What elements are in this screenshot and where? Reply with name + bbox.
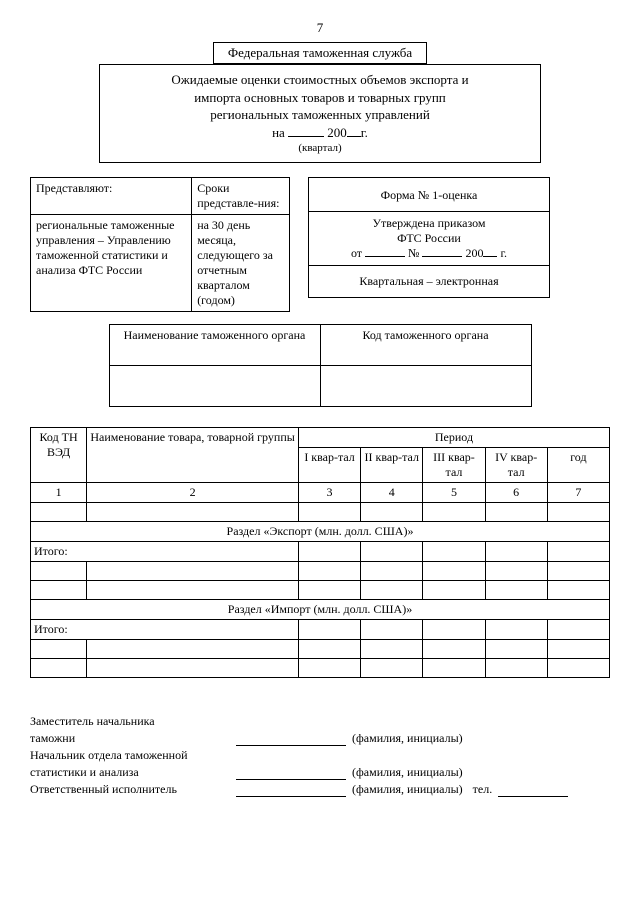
col-q3: III квар-тал [423, 448, 485, 483]
sig-label: Начальник отдела таможенной [30, 748, 230, 763]
sig-row-1a: Заместитель начальника [30, 714, 610, 729]
form-box: Форма № 1-оценка Утверждена приказом ФТС… [308, 177, 550, 298]
submission-r1: региональные таможенные управления – Упр… [31, 215, 192, 312]
title-prefix: на [272, 125, 285, 140]
sig-row-3: Ответственный исполнитель (фамилия, иниц… [30, 782, 610, 797]
submission-h1: Представляют: [31, 178, 192, 215]
sig-paren: (фамилия, инициалы) [352, 782, 463, 797]
title-sub: (квартал) [110, 141, 530, 156]
quarter-blank [288, 136, 324, 137]
form-year-blank [483, 256, 497, 257]
submission-h2: Сроки представле-ния: [192, 178, 290, 215]
org-code-value [320, 366, 531, 407]
col-year: год [547, 448, 609, 483]
form-from: от [351, 246, 362, 260]
title-year-suffix: г. [361, 125, 368, 140]
signatures-block: Заместитель начальника таможни (фамилия,… [30, 714, 610, 797]
col-period: Период [298, 428, 609, 448]
sig-line [236, 782, 346, 797]
table-row: Итого: [31, 542, 610, 562]
table-row: Итого: [31, 620, 610, 640]
colnum-3: 3 [298, 483, 360, 503]
form-approved-2: ФТС России [315, 231, 543, 246]
sig-tel-line [498, 782, 568, 797]
org-code-label: Код таможенного органа [320, 325, 531, 366]
table-row [31, 659, 610, 678]
org-table: Наименование таможенного органа Код тамо… [109, 324, 532, 407]
sig-row-2b: статистики и анализа (фамилия, инициалы) [30, 765, 610, 780]
sig-line [236, 765, 346, 780]
table-row [31, 503, 610, 522]
title-box: Ожидаемые оценки стоимостных объемов экс… [99, 64, 541, 163]
form-year-suffix: г. [500, 246, 507, 260]
colnum-1: 1 [31, 483, 87, 503]
org-name-label: Наименование таможенного органа [109, 325, 320, 366]
col-q1: I квар-тал [298, 448, 360, 483]
form-approved: Утверждена приказом ФТС России от № 200 … [309, 211, 549, 265]
section-import: Раздел «Импорт (млн. долл. США)» [31, 600, 610, 620]
form-num-blank [422, 256, 462, 257]
page-number: 7 [30, 20, 610, 36]
sig-row-2a: Начальник отдела таможенной [30, 748, 610, 763]
org-name-value [109, 366, 320, 407]
sig-line [236, 731, 346, 746]
table-row [31, 640, 610, 659]
form-year-prefix: 200 [465, 246, 483, 260]
title-date-line: на 200 г. [110, 124, 530, 142]
total-label: Итого: [31, 542, 299, 562]
sig-tel-label: тел. [473, 782, 493, 797]
colnum-7: 7 [547, 483, 609, 503]
sig-label: таможни [30, 731, 230, 746]
sig-label: Заместитель начальника [30, 714, 230, 729]
form-approved-1: Утверждена приказом [315, 216, 543, 231]
section-export: Раздел «Экспорт (млн. долл. США)» [31, 522, 610, 542]
sig-label: статистики и анализа [30, 765, 230, 780]
colnum-2: 2 [87, 483, 299, 503]
year-blank [347, 136, 361, 137]
sig-paren: (фамилия, инициалы) [352, 765, 463, 780]
total-label: Итого: [31, 620, 299, 640]
form-date-blank [365, 256, 405, 257]
form-num-label: № [408, 246, 419, 260]
col-name: Наименование товара, товарной группы [87, 428, 299, 483]
sig-paren: (фамилия, инициалы) [352, 731, 463, 746]
col-q2: II квар-тал [361, 448, 423, 483]
col-q4: IV квар-тал [485, 448, 547, 483]
submission-r2: на 30 день месяца, следующего за отчетны… [192, 215, 290, 312]
agency-header: Федеральная таможенная служба [213, 42, 427, 64]
main-data-table: Код ТН ВЭД Наименование товара, товарной… [30, 427, 610, 678]
colnum-6: 6 [485, 483, 547, 503]
meta-row: Представляют: Сроки представле-ния: реги… [30, 177, 610, 312]
title-year-prefix: 200 [327, 125, 347, 140]
title-line1: Ожидаемые оценки стоимостных объемов экс… [110, 71, 530, 89]
sig-row-1b: таможни (фамилия, инициалы) [30, 731, 610, 746]
col-code: Код ТН ВЭД [31, 428, 87, 483]
table-row [31, 562, 610, 581]
sig-label: Ответственный исполнитель [30, 782, 230, 797]
form-periodicity: Квартальная – электронная [309, 265, 549, 297]
colnum-4: 4 [361, 483, 423, 503]
form-title: Форма № 1-оценка [309, 178, 549, 211]
submission-table: Представляют: Сроки представле-ния: реги… [30, 177, 290, 312]
table-row [31, 581, 610, 600]
form-date-line: от № 200 г. [315, 246, 543, 261]
colnum-5: 5 [423, 483, 485, 503]
title-line2: импорта основных товаров и товарных груп… [110, 89, 530, 107]
title-line3: региональных таможенных управлений [110, 106, 530, 124]
